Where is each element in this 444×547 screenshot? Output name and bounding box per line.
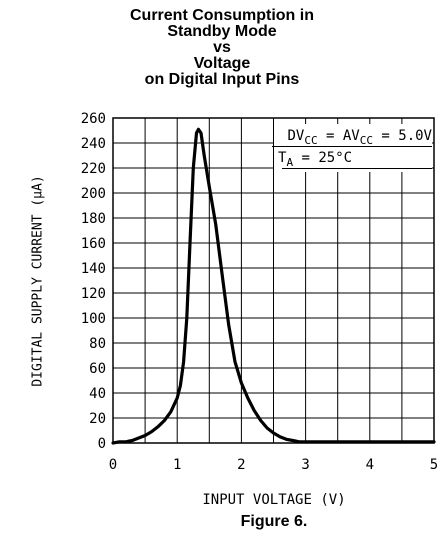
av-text: = AV: [317, 128, 360, 144]
y-tick-label-220: 220: [81, 161, 106, 177]
y-tick-label-120: 120: [81, 286, 106, 302]
x-tick-label-2: 2: [237, 457, 245, 473]
y-tick-label-180: 180: [81, 211, 106, 227]
figure-caption: Figure 6.: [240, 513, 308, 530]
temperature-value: = 25°C: [293, 150, 353, 166]
y-tick-label-240: 240: [81, 136, 106, 152]
y-tick-label-20: 20: [89, 411, 106, 427]
plot-frame: [112, 117, 435, 444]
current-curve: [111, 127, 436, 445]
y-tick-label-0: 0: [98, 436, 106, 452]
y-tick-label-60: 60: [89, 361, 106, 377]
title-line-5: on Digital Input Pins: [144, 71, 300, 88]
x-tick-label-3: 3: [301, 457, 309, 473]
y-tick-label-40: 40: [89, 386, 106, 402]
chart-title: Current Consumption in Standby Mode vs V…: [0, 8, 444, 88]
title-line-2: Standby Mode: [167, 23, 277, 40]
x-tick-label-0: 0: [109, 457, 117, 473]
y-tick-label-160: 160: [81, 236, 106, 252]
av-subscript: CC: [359, 134, 373, 147]
x-tick-label-4: 4: [366, 457, 374, 473]
x-tick-label-5: 5: [430, 457, 438, 473]
y-tick-label-260: 260: [81, 111, 106, 127]
conditions-annotation: DVCC = AVCC = 5.0V TA = 25°C: [272, 124, 432, 172]
voltage-value: = 5.0V: [372, 128, 432, 144]
y-axis-label: DIGITAL SUPPLY CURRENT (μA): [30, 175, 46, 387]
y-tick-label-200: 200: [81, 186, 106, 202]
title-line-3: vs: [213, 39, 231, 56]
supply-voltage-annotation: DVCC = AVCC = 5.0V: [287, 126, 432, 146]
y-tick-label-100: 100: [81, 311, 106, 327]
temperature-annotation: TA = 25°C: [278, 148, 352, 168]
ta-text: T: [278, 150, 287, 166]
annotation-rule-1: [272, 146, 432, 147]
title-line-4: Voltage: [193, 55, 251, 72]
title-line-1: Current Consumption in: [130, 7, 314, 24]
annotation-rule-2: [282, 168, 432, 169]
dv-subscript: CC: [304, 134, 318, 147]
y-tick-label-140: 140: [81, 261, 106, 277]
x-tick-label-1: 1: [173, 457, 181, 473]
x-axis-label: INPUT VOLTAGE (V): [202, 492, 346, 508]
y-tick-label-80: 80: [89, 336, 106, 352]
ta-subscript: A: [286, 156, 294, 169]
dv-text: DV: [287, 128, 305, 144]
